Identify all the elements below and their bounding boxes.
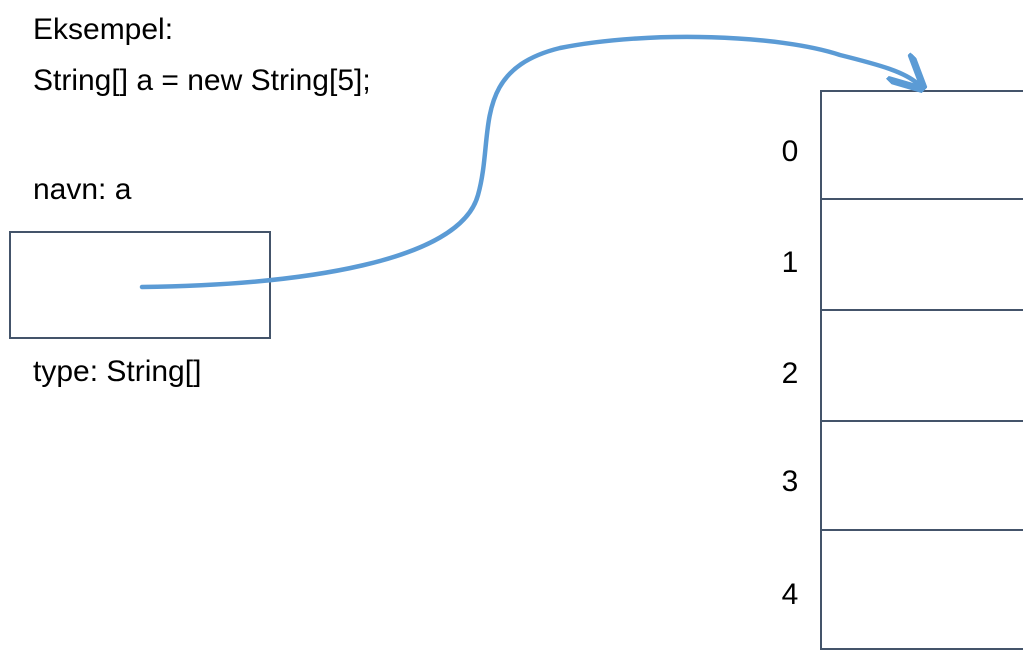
variable-box [9, 231, 271, 339]
example-title: Eksempel: [33, 13, 174, 46]
array-index-label: 0 [781, 135, 799, 168]
array-box [820, 90, 1023, 650]
array-cell-divider [820, 309, 1023, 311]
array-index-label: 2 [781, 357, 799, 390]
array-index-label: 1 [781, 246, 799, 279]
array-index-label: 4 [781, 578, 799, 611]
array-cell-divider [820, 198, 1023, 200]
variable-type-label: type: String[] [33, 355, 202, 388]
variable-name-label: navn: a [33, 173, 132, 206]
array-index-label: 3 [781, 465, 799, 498]
array-cell-divider [820, 529, 1023, 531]
array-cell-divider [820, 420, 1023, 422]
code-line: String[] a = new String[5]; [33, 64, 371, 97]
